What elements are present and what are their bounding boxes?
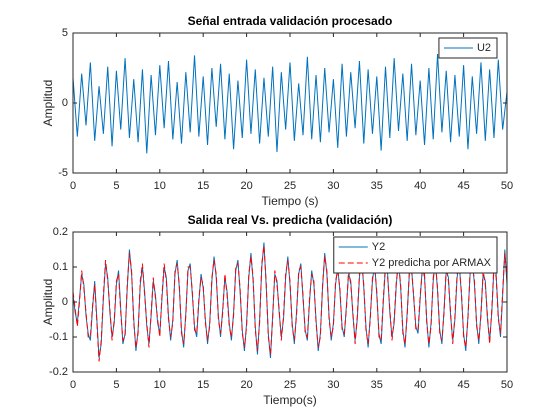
x-tick-label: 10 [154,180,166,192]
x-tick-label: 15 [197,379,209,391]
x-tick-label: 20 [240,379,252,391]
y-tick-label: 0.1 [53,261,68,273]
x-tick-label: 0 [70,180,76,192]
y-tick-label: -0.2 [49,366,68,378]
x-tick-label: 40 [414,379,426,391]
series-line [73,53,507,154]
x-tick-label: 35 [371,379,383,391]
legend-box [333,236,498,274]
legend-label: Y2 [372,241,385,253]
y-tick-label: -5 [58,167,68,179]
x-axis-label: Tiempo (s) [262,194,319,208]
y-tick-label: 0 [62,296,68,308]
x-tick-label: 40 [414,180,426,192]
x-tick-label: 20 [240,180,252,192]
x-tick-label: 5 [113,180,119,192]
x-tick-label: 35 [371,180,383,192]
x-tick-label: 50 [501,379,513,391]
y-axis-label: Amplitud [41,80,55,127]
legend: Y2 Y2 predicha por ARMAX [333,236,498,274]
x-tick-label: 15 [197,180,209,192]
x-axis-label: Tiempo(s) [263,393,317,407]
x-tick-label: 30 [327,180,339,192]
x-tick-label: 10 [154,379,166,391]
x-tick-label: 50 [501,180,513,192]
chart-title: Señal entrada validación procesado [188,14,393,28]
x-tick-label: 30 [327,379,339,391]
y-tick-label: 0 [62,97,68,109]
x-tick-label: 25 [284,379,296,391]
x-tick-label: 25 [284,180,296,192]
legend-label: Y2 predicha por ARMAX [372,257,492,269]
x-tick-label: 45 [457,379,469,391]
y-tick-label: -0.1 [49,331,68,343]
legend: U2 [438,37,498,59]
y-tick-label: 5 [62,27,68,39]
x-tick-label: 5 [113,379,119,391]
x-tick-label: 0 [70,379,76,391]
y-tick-label: 0.2 [53,226,68,238]
chart-title: Salida real Vs. predicha (validación) [188,213,393,227]
y-axis-label: Amplitud [41,279,55,326]
legend-label: U2 [477,42,491,54]
plot-area [73,53,507,154]
x-tick-label: 45 [457,180,469,192]
